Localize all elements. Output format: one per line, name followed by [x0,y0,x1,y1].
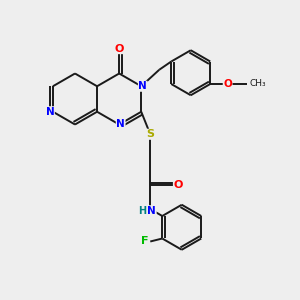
Text: S: S [146,129,154,139]
Text: H: H [138,206,146,216]
Text: O: O [115,44,124,54]
Text: O: O [173,180,183,190]
Text: N: N [46,107,54,117]
Text: N: N [116,119,125,130]
Text: N: N [138,81,147,91]
Text: F: F [141,236,148,247]
Text: CH₃: CH₃ [250,80,266,88]
Text: N: N [147,206,156,216]
Text: O: O [223,79,232,89]
